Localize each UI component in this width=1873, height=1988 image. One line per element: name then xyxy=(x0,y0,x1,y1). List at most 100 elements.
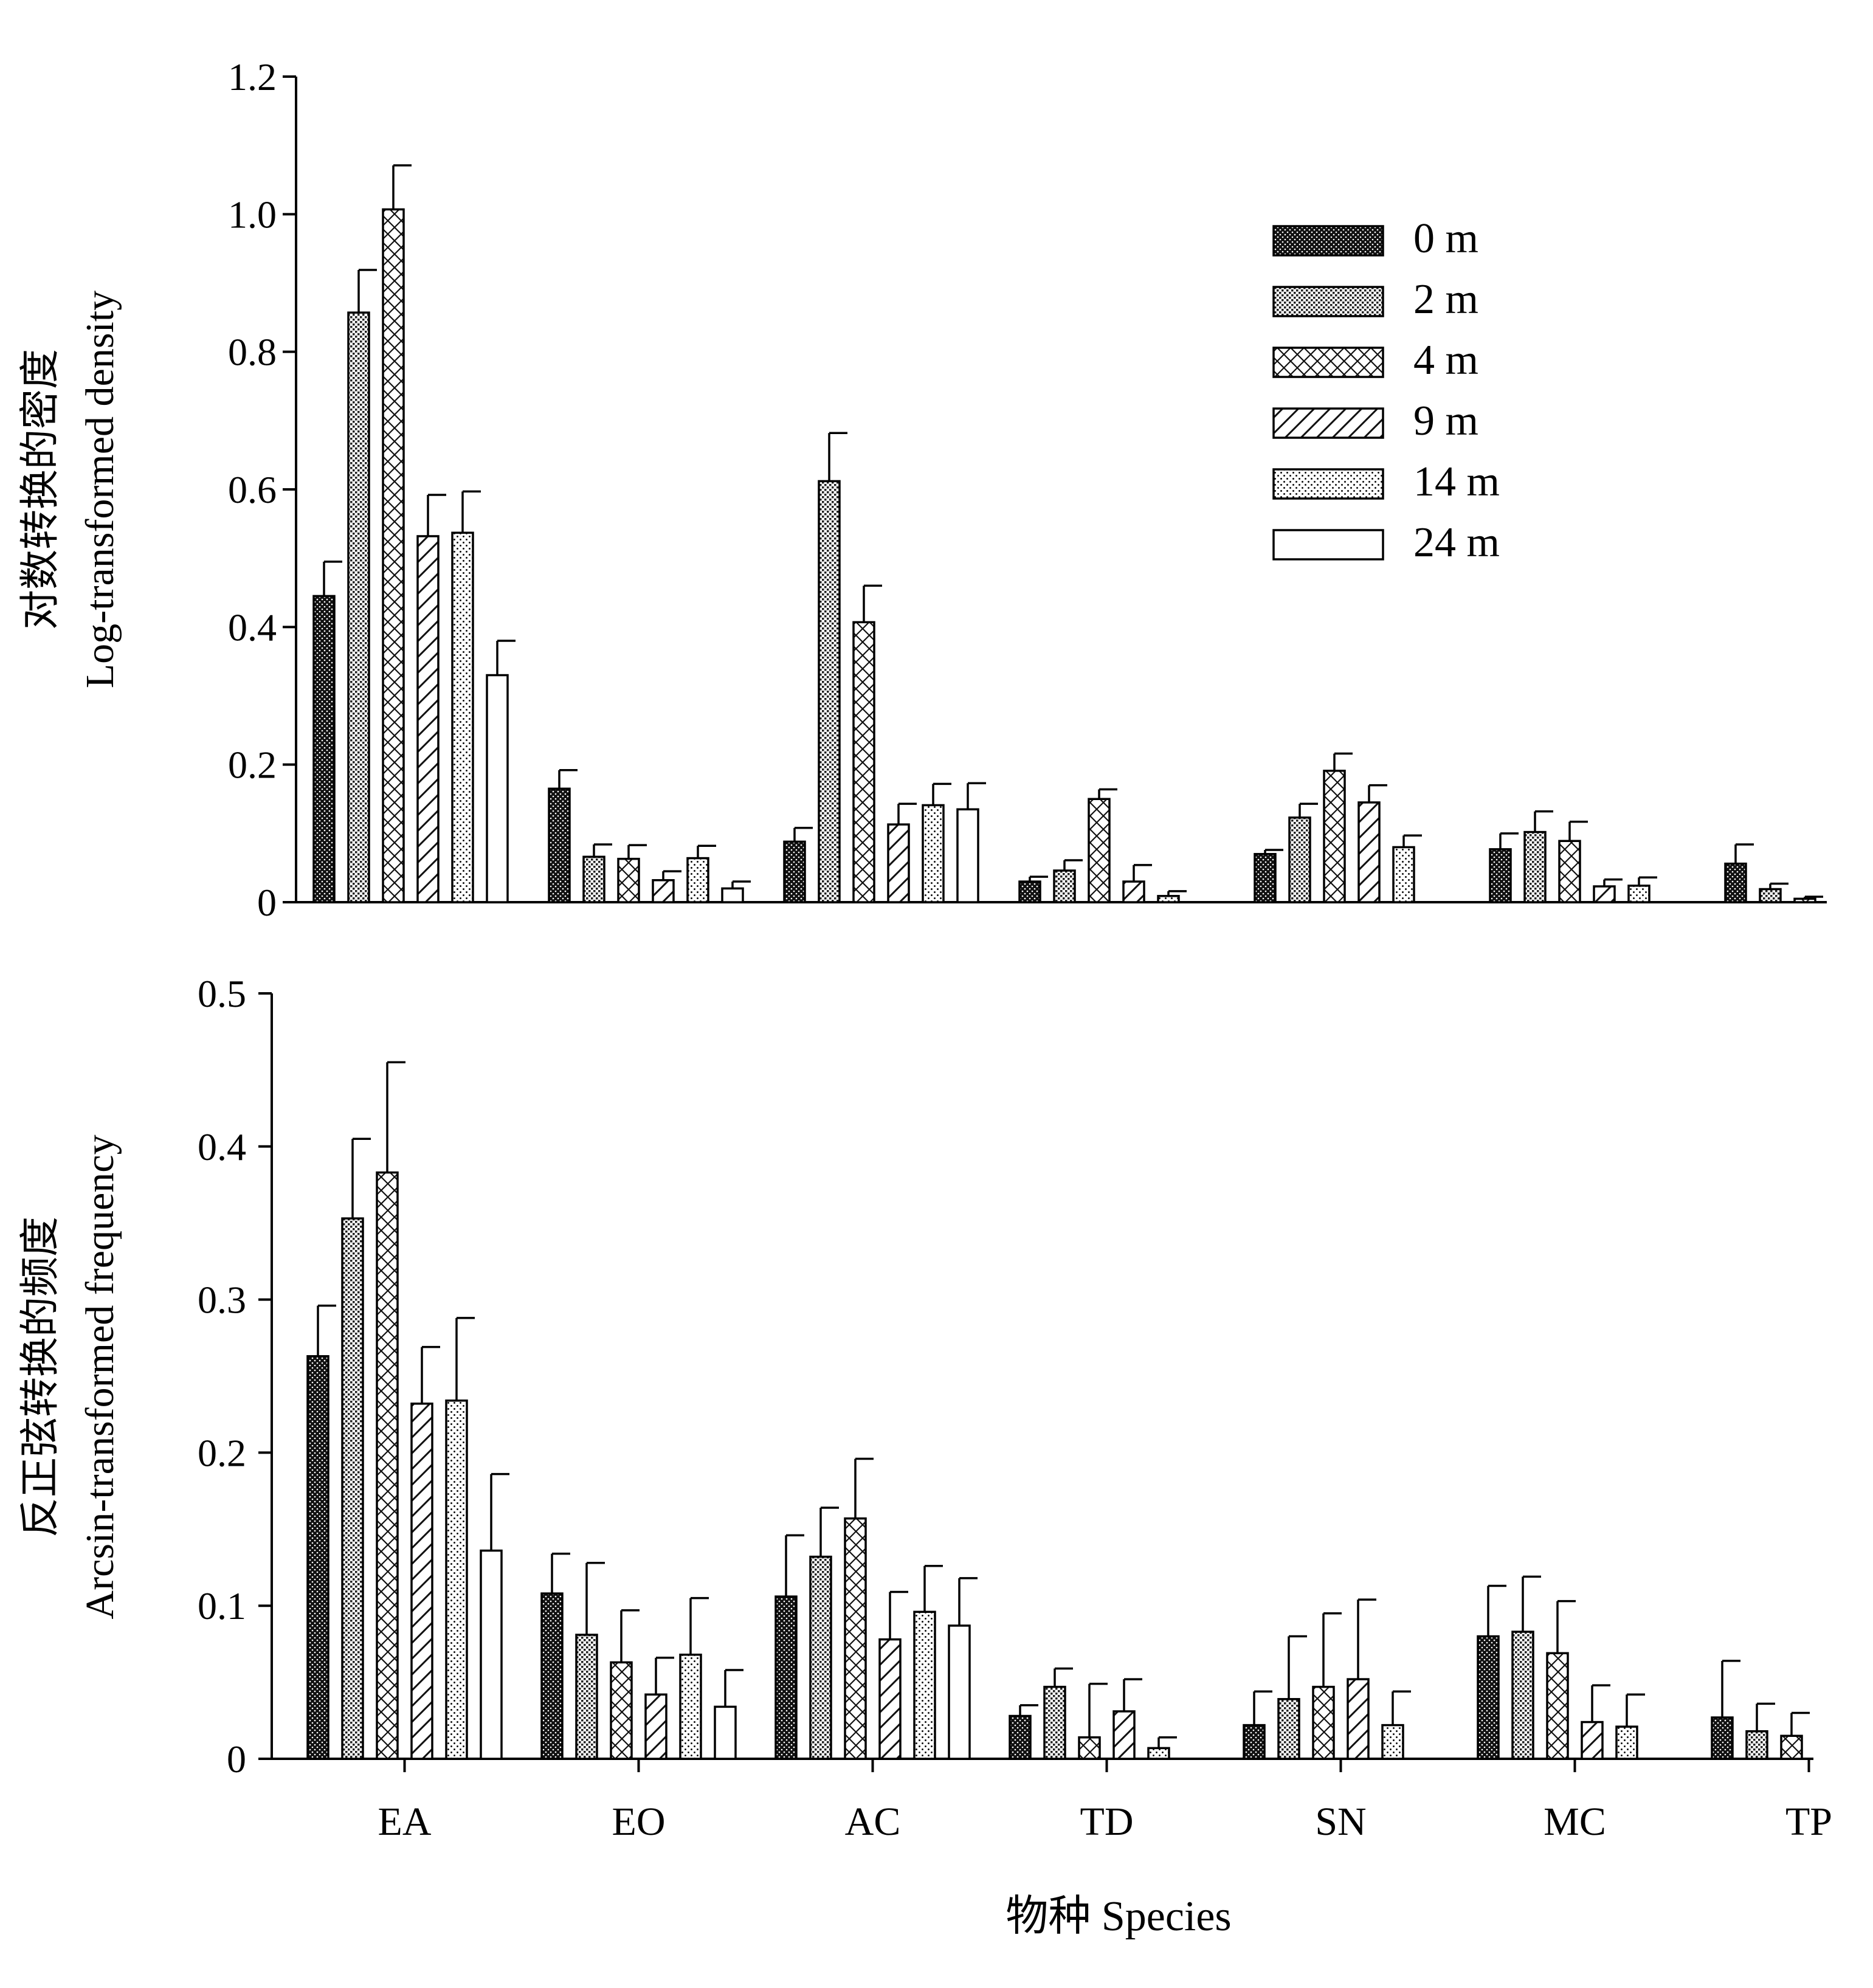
bar-mc-4-m xyxy=(1546,1652,1569,1760)
y-tick-label: 1.0 xyxy=(228,193,277,236)
bar-ea-14-m xyxy=(451,531,474,903)
legend-swatch-14-m xyxy=(1272,468,1384,500)
legend-label-4-m: 4 m xyxy=(1413,337,1478,384)
y-axis-title-cn: 反正弦转换的频度 xyxy=(18,1217,63,1538)
bar-eo-14-m xyxy=(686,857,709,903)
bar-ea-0-m xyxy=(306,1355,329,1760)
bar-td-4-m xyxy=(1088,798,1111,903)
bar-ea-24-m xyxy=(480,1549,503,1760)
bar-tp-0-m xyxy=(1724,862,1747,903)
bar-eo-14-m xyxy=(679,1654,702,1760)
category-label-td: TD xyxy=(1080,1800,1134,1844)
bar-ea-9-m xyxy=(410,1403,433,1760)
legend-swatch-0-m xyxy=(1272,225,1384,257)
bar-ea-0-m xyxy=(312,595,336,903)
bar-ac-4-m xyxy=(852,621,875,903)
bar-ac-14-m xyxy=(922,804,945,903)
y-axis-title-en: Log-transformed density xyxy=(78,291,122,688)
legend-swatch-2-m xyxy=(1272,286,1384,317)
legend-label-0-m: 0 m xyxy=(1413,215,1478,262)
bar-sn-2-m xyxy=(1277,1698,1300,1760)
frequency-panel: 0 0.1 0.2 0.3 0.4 0.5 反正弦转换的频度 Arcsin-transform… xyxy=(18,972,1832,1844)
bar-ac-2-m xyxy=(818,480,841,903)
y-tick-label: 0.4 xyxy=(198,1125,246,1168)
bar-sn-0-m xyxy=(1254,853,1277,903)
bar-ac-0-m xyxy=(783,840,806,903)
bar-eo-2-m xyxy=(582,855,605,903)
legend-swatch-24-m xyxy=(1272,529,1384,561)
bar-mc-0-m xyxy=(1489,848,1512,903)
bar-ea-4-m xyxy=(376,1171,399,1760)
bar-tp-2-m xyxy=(1759,888,1782,903)
bar-td-4-m xyxy=(1078,1736,1101,1760)
bar-ea-2-m xyxy=(347,311,370,903)
bar-sn-14-m xyxy=(1392,846,1415,903)
bar-mc-0-m xyxy=(1477,1635,1500,1760)
y-tick-label: 0.1 xyxy=(198,1584,246,1627)
category-label-eo: EO xyxy=(612,1800,666,1844)
legend-swatch-9-m xyxy=(1272,407,1384,439)
bar-tp-0-m xyxy=(1711,1716,1734,1760)
y-axis-title-cn: 对数转换的密度 xyxy=(18,349,63,630)
bar-ac-0-m xyxy=(774,1595,798,1760)
bar-td-14-m xyxy=(1157,895,1180,903)
y-tick-label: 0 xyxy=(257,881,277,924)
bar-ea-2-m xyxy=(341,1217,364,1760)
category-label-tp: TP xyxy=(1785,1800,1832,1844)
y-tick-label: 0.4 xyxy=(228,606,277,649)
bar-ac-2-m xyxy=(809,1555,832,1760)
bar-td-2-m xyxy=(1053,869,1076,903)
bar-mc-2-m xyxy=(1511,1631,1534,1760)
category-label-sn: SN xyxy=(1315,1800,1366,1844)
bar-ac-14-m xyxy=(913,1610,936,1760)
y-tick-label: 0.3 xyxy=(198,1279,246,1322)
bar-eo-0-m xyxy=(540,1592,564,1760)
y-axis-title-en: Arcsin-transformed frequency xyxy=(78,1134,122,1619)
bar-ac-24-m xyxy=(948,1624,971,1760)
bar-td-9-m xyxy=(1112,1710,1136,1760)
bar-tp-4-m xyxy=(1780,1734,1803,1760)
bar-sn-4-m xyxy=(1323,770,1346,903)
bar-mc-4-m xyxy=(1558,840,1581,903)
bar-ac-9-m xyxy=(887,823,910,903)
category-label-mc: MC xyxy=(1544,1800,1606,1844)
legend-label-2-m: 2 m xyxy=(1413,276,1478,323)
bar-ea-14-m xyxy=(445,1400,468,1760)
bar-sn-9-m xyxy=(1347,1678,1370,1760)
bar-ac-9-m xyxy=(878,1638,902,1760)
bar-eo-24-m xyxy=(721,887,744,903)
bar-td-2-m xyxy=(1043,1685,1066,1760)
bar-sn-4-m xyxy=(1312,1685,1335,1760)
x-axis-title: 物种 Species xyxy=(1005,1893,1231,1940)
bar-eo-4-m xyxy=(617,857,640,903)
bar-ac-24-m xyxy=(956,808,979,903)
category-label-ea: EA xyxy=(378,1800,432,1844)
bar-eo-9-m xyxy=(652,879,675,903)
bar-ac-4-m xyxy=(844,1517,867,1760)
legend-label-24-m: 24 m xyxy=(1413,519,1500,566)
bar-td-9-m xyxy=(1122,880,1145,903)
category-label-ac: AC xyxy=(845,1800,901,1844)
bar-ea-24-m xyxy=(486,674,509,903)
bar-sn-14-m xyxy=(1381,1724,1404,1760)
y-tick-label: 1.2 xyxy=(228,55,277,98)
bar-eo-2-m xyxy=(575,1634,598,1760)
bar-mc-14-m xyxy=(1627,885,1651,903)
legend-label-9-m: 9 m xyxy=(1413,398,1478,444)
bar-mc-14-m xyxy=(1615,1725,1638,1760)
bar-eo-9-m xyxy=(644,1693,667,1760)
y-tick-label: 0.2 xyxy=(198,1431,246,1474)
bar-sn-9-m xyxy=(1357,801,1381,903)
bar-eo-4-m xyxy=(610,1661,633,1760)
bar-eo-0-m xyxy=(548,787,571,903)
legend-label-14-m: 14 m xyxy=(1413,458,1500,505)
bar-mc-2-m xyxy=(1523,830,1547,903)
bar-ea-4-m xyxy=(382,208,405,903)
y-tick-label: 0.2 xyxy=(228,744,277,787)
legend: 0 m 2 m 4 m 9 m 14 m 24 m xyxy=(1272,215,1500,566)
bar-tp-2-m xyxy=(1745,1730,1768,1760)
y-tick-label: 0.6 xyxy=(228,468,277,511)
bar-td-0-m xyxy=(1018,880,1041,903)
bar-sn-2-m xyxy=(1288,816,1311,903)
